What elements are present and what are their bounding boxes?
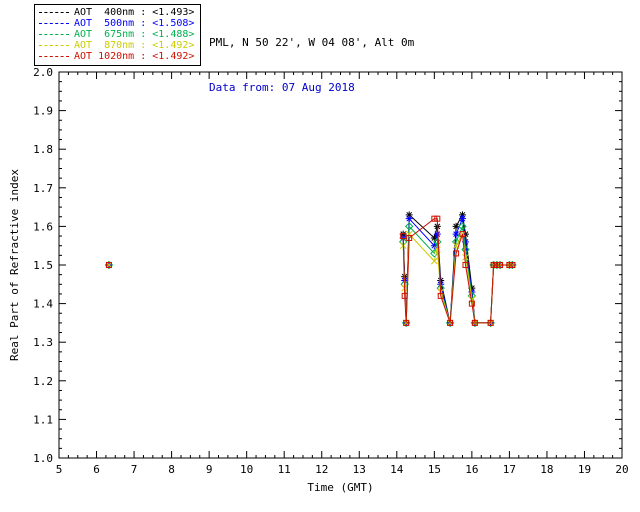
svg-text:2.0: 2.0 — [33, 66, 53, 79]
svg-text:20: 20 — [615, 463, 628, 476]
legend-line-sample — [39, 34, 69, 35]
y-axis-label: Real Part of Refractive index — [8, 169, 21, 361]
svg-text:1.7: 1.7 — [33, 182, 53, 195]
legend-line-sample — [39, 23, 69, 24]
svg-text:12: 12 — [315, 463, 328, 476]
svg-text:1.6: 1.6 — [33, 220, 53, 233]
svg-text:6: 6 — [93, 463, 100, 476]
station-info: PML, N 50 22', W 04 08', Alt 0m — [209, 36, 415, 49]
legend-line-sample — [39, 56, 69, 57]
svg-text:1.0: 1.0 — [33, 452, 53, 465]
svg-text:10: 10 — [240, 463, 253, 476]
legend-box: AOT 400nm : <1.493> AOT 500nm : <1.508> AO… — [34, 4, 202, 66]
legend-entry-label: AOT 1020nm : <1.492> — [74, 51, 195, 62]
svg-text:1.4: 1.4 — [33, 298, 53, 311]
svg-text:1.2: 1.2 — [33, 375, 53, 388]
svg-text:1.8: 1.8 — [33, 143, 53, 156]
svg-text:7: 7 — [131, 463, 138, 476]
series-aot-1020nm — [105, 215, 516, 326]
legend-entry: AOT 870nm : <1.492> — [39, 40, 194, 51]
x-axis: 5 6 7 8 9 10 11 12 13 14 15 16 17 18 19 20 Time (GMT) — [56, 72, 629, 494]
legend-entry-label: AOT 500nm : <1.508> — [74, 18, 195, 29]
x-axis-label: Time (GMT) — [307, 481, 373, 494]
svg-text:14: 14 — [390, 463, 404, 476]
plot-header: PML, N 50 22', W 04 08', Alt 0m Data fro… — [209, 5, 414, 125]
legend-rows: AOT 400nm : <1.493> AOT 500nm : <1.508> AO… — [39, 7, 194, 62]
svg-text:15: 15 — [428, 463, 441, 476]
legend-entry: AOT 500nm : <1.508> — [39, 18, 194, 29]
legend-entry: AOT 400nm : <1.493> — [39, 7, 194, 18]
svg-text:1.1: 1.1 — [33, 413, 53, 426]
legend-entry-label: AOT 400nm : <1.493> — [74, 7, 195, 18]
data-date: Data from: 07 Aug 2018 — [209, 81, 355, 94]
svg-text:9: 9 — [206, 463, 213, 476]
legend-entry-label: AOT 675nm : <1.488> — [74, 29, 195, 40]
legend-entry-label: AOT 870nm : <1.492> — [74, 40, 195, 51]
svg-text:1.9: 1.9 — [33, 105, 53, 118]
svg-text:16: 16 — [465, 463, 478, 476]
svg-text:5: 5 — [56, 463, 63, 476]
svg-text:13: 13 — [353, 463, 366, 476]
y-axis: 1.0 1.1 1.2 1.3 1.4 1.5 1.6 1.7 1.8 1.9 2.0 Real Pa… — [8, 66, 622, 465]
svg-text:1.5: 1.5 — [33, 259, 53, 272]
svg-text:1.3: 1.3 — [33, 336, 53, 349]
svg-text:8: 8 — [168, 463, 175, 476]
plot-axes — [58, 71, 623, 459]
legend-entry: AOT 1020nm : <1.492> — [39, 51, 194, 62]
svg-text:19: 19 — [578, 463, 591, 476]
legend-line-sample — [39, 45, 69, 46]
svg-text:17: 17 — [503, 463, 516, 476]
svg-text:11: 11 — [278, 463, 291, 476]
legend-line-sample — [39, 12, 69, 13]
legend-entry: AOT 675nm : <1.488> — [39, 29, 194, 40]
svg-text:18: 18 — [540, 463, 553, 476]
